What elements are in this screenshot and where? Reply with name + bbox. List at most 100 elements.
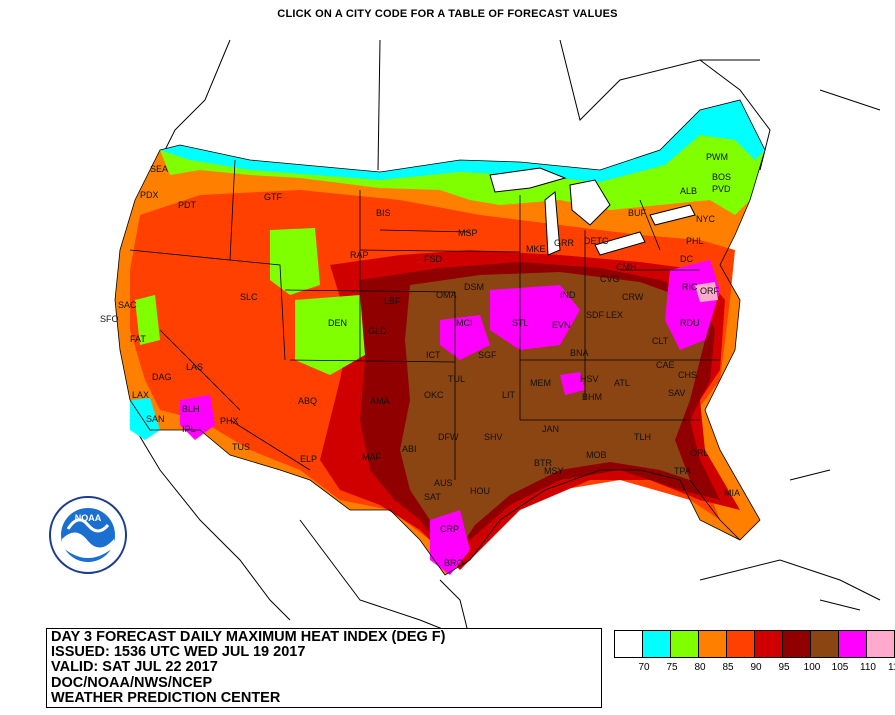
city-code-san[interactable]: SAN <box>146 414 165 424</box>
city-code-maf[interactable]: MAF <box>362 452 382 462</box>
noaa-logo-text: NOAA <box>75 513 102 523</box>
city-code-ind[interactable]: IND <box>560 290 576 300</box>
city-code-lit[interactable]: LIT <box>502 390 516 400</box>
city-code-pdx[interactable]: PDX <box>140 190 159 200</box>
city-code-lax[interactable]: LAX <box>132 390 149 400</box>
city-code-orl[interactable]: ORL <box>690 448 709 458</box>
heat-zone <box>295 295 365 375</box>
city-code-den[interactable]: DEN <box>328 318 347 328</box>
city-code-mke[interactable]: MKE <box>526 244 546 254</box>
city-code-sdf[interactable]: SDF <box>586 310 605 320</box>
city-code-slc[interactable]: SLC <box>240 292 258 302</box>
city-code-gld[interactable]: GLD <box>368 326 387 336</box>
city-code-sgf[interactable]: SGF <box>478 350 497 360</box>
city-code-dag[interactable]: DAG <box>152 372 172 382</box>
city-code-ict[interactable]: ICT <box>426 350 441 360</box>
city-code-cae[interactable]: CAE <box>656 360 675 370</box>
city-code-shv[interactable]: SHV <box>484 432 503 442</box>
city-code-msp[interactable]: MSP <box>458 228 478 238</box>
city-code-sav[interactable]: SAV <box>668 388 685 398</box>
city-code-hsv[interactable]: HSV <box>580 374 599 384</box>
city-code-tus[interactable]: TUS <box>232 442 250 452</box>
city-code-atl[interactable]: ATL <box>614 378 630 388</box>
city-code-chs[interactable]: CHS <box>678 370 697 380</box>
issued-time: ISSUED: 1536 UTC WED JUL 19 2017 <box>51 644 306 661</box>
city-code-ama[interactable]: AMA <box>370 396 390 406</box>
city-code-detc[interactable]: DETC <box>584 236 609 246</box>
city-labels: SEA PDX PDT GTF BIS MSP RAP FSD MKE GRR DETC BUF ALB… <box>100 152 740 568</box>
city-code-oma[interactable]: OMA <box>436 290 457 300</box>
city-code-phl[interactable]: PHL <box>686 236 704 246</box>
city-code-tlh[interactable]: TLH <box>634 432 651 442</box>
city-code-evn[interactable]: EVN <box>552 320 571 330</box>
city-code-nyc[interactable]: NYC <box>696 214 716 224</box>
city-code-buf[interactable]: BUF <box>628 208 647 218</box>
city-code-sac[interactable]: SAC <box>118 300 137 310</box>
city-code-clt[interactable]: CLT <box>652 336 669 346</box>
city-code-bro[interactable]: BRO <box>444 558 464 568</box>
city-code-mem[interactable]: MEM <box>530 378 551 388</box>
city-code-stl[interactable]: STL <box>512 318 529 328</box>
legend-swatch <box>754 630 783 658</box>
city-code-sea[interactable]: SEA <box>150 164 168 174</box>
city-code-blh[interactable]: BLH <box>182 404 200 414</box>
city-code-alb[interactable]: ALB <box>680 186 697 196</box>
heat-zone <box>130 398 160 440</box>
city-code-tpa[interactable]: TPA <box>674 466 691 476</box>
city-code-pvd[interactable]: PVD <box>712 184 731 194</box>
city-code-pdt[interactable]: PDT <box>178 200 197 210</box>
city-code-ric[interactable]: RIC <box>682 282 698 292</box>
city-code-btr[interactable]: BTR <box>534 458 553 468</box>
city-code-mob[interactable]: MOB <box>586 450 607 460</box>
city-code-rap[interactable]: RAP <box>350 250 369 260</box>
city-code-orf[interactable]: ORF <box>700 286 720 296</box>
city-code-crw[interactable]: CRW <box>622 292 644 302</box>
legend-label: 70 <box>638 662 650 673</box>
city-code-sat[interactable]: SAT <box>424 492 441 502</box>
city-code-bhm[interactable]: BHM <box>582 392 602 402</box>
city-code-abq[interactable]: ABQ <box>298 396 317 406</box>
city-code-fat[interactable]: FAT <box>130 334 146 344</box>
city-code-elp[interactable]: ELP <box>300 454 317 464</box>
city-code-lex[interactable]: LEX <box>606 310 623 320</box>
noaa-logo-icon: NOAA <box>49 496 127 574</box>
city-code-msy[interactable]: MSY <box>544 466 564 476</box>
city-code-gtf[interactable]: GTF <box>264 192 282 202</box>
city-code-dfw[interactable]: DFW <box>438 432 459 442</box>
city-code-bna[interactable]: BNA <box>570 348 589 358</box>
map-title: DAY 3 FORECAST DAILY MAXIMUM HEAT INDEX … <box>51 629 446 645</box>
legend-label: 100 <box>803 662 821 673</box>
map-instruction: CLICK ON A CITY CODE FOR A TABLE OF FORE… <box>277 8 618 20</box>
city-code-mia[interactable]: MIA <box>724 488 740 498</box>
city-code-grr[interactable]: GRR <box>554 238 575 248</box>
city-code-fsd[interactable]: FSD <box>424 254 443 264</box>
city-code-tul[interactable]: TUL <box>448 374 465 384</box>
city-code-phx[interactable]: PHX <box>220 416 239 426</box>
legend-swatch <box>614 630 643 658</box>
legend-label: 95 <box>778 662 790 673</box>
city-code-mci[interactable]: MCI <box>456 318 473 328</box>
city-code-abi[interactable]: ABI <box>402 444 417 454</box>
city-code-crp[interactable]: CRP <box>440 524 459 534</box>
center-line: WEATHER PREDICTION CENTER <box>51 689 281 706</box>
city-code-hou[interactable]: HOU <box>470 486 490 496</box>
map-title-block: DAY 3 FORECAST DAILY MAXIMUM HEAT INDEX … <box>46 628 602 708</box>
city-code-pwm[interactable]: PWM <box>706 152 728 162</box>
legend-swatch <box>642 630 671 658</box>
city-code-jan[interactable]: JAN <box>542 424 559 434</box>
city-code-bis[interactable]: BIS <box>376 208 391 218</box>
city-code-bos[interactable]: BOS <box>712 172 731 182</box>
city-code-dsm[interactable]: DSM <box>464 282 484 292</box>
city-code-cvg[interactable]: CVG <box>600 274 620 284</box>
city-code-okc[interactable]: OKC <box>424 390 444 400</box>
city-code-dc[interactable]: DC <box>680 254 693 264</box>
city-code-aus[interactable]: AUS <box>434 478 453 488</box>
city-code-rdu[interactable]: RDU <box>680 318 700 328</box>
city-code-las[interactable]: LAS <box>186 362 203 372</box>
legend-label: 115 <box>888 662 895 673</box>
city-code-ipl[interactable]: IPL <box>182 424 196 434</box>
city-code-lbf[interactable]: LBF <box>384 296 401 306</box>
city-code-sfo[interactable]: SFO <box>100 314 119 324</box>
city-code-cmh[interactable]: CMH <box>616 262 637 272</box>
